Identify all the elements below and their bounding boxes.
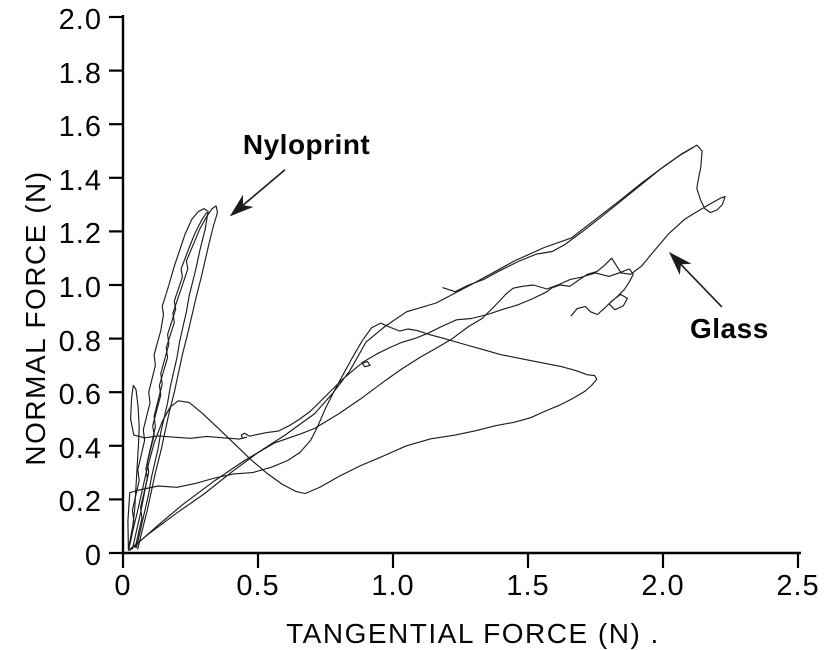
x-axis-title: TANGENTIAL FORCE (N) . [286,618,660,649]
y-tick-label: 1.2 [58,218,102,251]
y-tick-label: 0 [84,540,102,572]
x-tick-label: 1.0 [371,570,415,602]
y-tick-label: 0.6 [58,379,102,412]
y-tick-label: 2.0 [58,4,102,36]
glass-curve-label: Glass [690,313,769,345]
x-tick-label: 0 [114,570,132,602]
y-tick-label: 1.6 [58,111,102,144]
curve-glass-mid-ridge [129,268,634,551]
x-tick-label: 1.5 [506,570,550,602]
curve-glass-hump-loop [127,322,598,550]
arrowhead-icon [668,251,692,275]
nyloprint-curve-label: Nyloprint [242,128,371,160]
y-tick-label: 1.8 [58,57,102,90]
x-tick-label: 0.5 [236,570,280,602]
y-tick-label: 0.4 [58,432,102,465]
curve-glass-upper-strand [442,147,694,293]
y-tick-label: 0.8 [58,325,102,358]
x-tick-label: 2.0 [641,570,685,602]
y-tick-label: 1.4 [58,164,102,197]
curve-glass-outer-loop [127,144,726,551]
x-tick-label: 2.5 [776,570,820,602]
y-tick-label: 1.0 [58,272,102,304]
y-axis-title: NORMAL FORCE (N) [20,170,51,466]
y-tick-label: 0.2 [58,486,102,519]
annotation-arrow-line [679,263,723,308]
curve-nyloprint-pass-3 [134,212,208,549]
arrowhead-icon [229,194,254,217]
curve-nyloprint-pass-2 [131,205,219,550]
curve-nyloprint-pass-1 [127,208,209,550]
annotation-arrow-line [241,169,286,207]
